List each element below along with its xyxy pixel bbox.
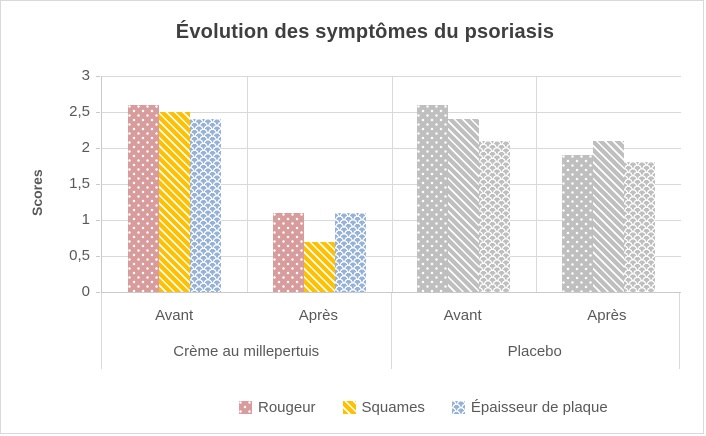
- y-axis-title: Scores: [29, 169, 45, 217]
- y-tick-label: 2: [81, 139, 90, 156]
- bar: [127, 104, 159, 292]
- x-group-label: Crème au millepertuis: [173, 343, 320, 360]
- category-cell: [392, 76, 537, 292]
- x-axis: Avant Après Crème au millepertuis Avant Aprè…: [101, 293, 680, 369]
- bar: [417, 104, 449, 292]
- y-tick-mark: [96, 220, 100, 221]
- legend-item-epaisseur: Épaisseur de plaque: [451, 399, 608, 416]
- y-tick-mark: [96, 292, 100, 293]
- bar: [448, 119, 480, 292]
- y-tick-label: 1,5: [69, 175, 90, 192]
- x-group-label: Placebo: [507, 343, 562, 360]
- group-separator-line: [390, 293, 392, 369]
- legend-swatch-epaisseur-icon: [451, 401, 465, 414]
- gridline-vertical: [391, 76, 393, 292]
- legend: Rougeur Squames Épaisseur de plaque: [239, 399, 608, 416]
- bar: [334, 212, 366, 292]
- bar: [158, 112, 190, 292]
- y-tick-mark: [96, 256, 100, 257]
- gridline-vertical: [246, 76, 248, 292]
- legend-swatch-squames-icon: [342, 401, 356, 414]
- legend-label: Rougeur: [258, 399, 316, 416]
- y-tick-label: 3: [81, 67, 90, 84]
- category-cell: [102, 76, 247, 292]
- bar: [303, 241, 335, 292]
- bar: [189, 119, 221, 292]
- legend-label: Épaisseur de plaque: [470, 399, 608, 416]
- bar: [624, 162, 656, 292]
- x-category-label: Après: [587, 307, 627, 324]
- plot-area: [101, 76, 681, 293]
- y-tick-mark: [96, 148, 100, 149]
- chart-title: Évolution des symptômes du psoriasis: [175, 21, 555, 43]
- y-tick-label: 0: [81, 283, 90, 300]
- bar: [272, 212, 304, 292]
- legend-item-squames: Squames: [342, 399, 425, 416]
- y-tick-label: 0,5: [69, 247, 90, 264]
- legend-item-rougeur: Rougeur: [239, 399, 316, 416]
- y-tick-mark: [96, 184, 100, 185]
- x-category-label: Après: [298, 307, 338, 324]
- bar: [479, 140, 511, 292]
- x-category-label: Avant: [443, 307, 482, 324]
- bar: [593, 140, 625, 292]
- gridline-vertical: [536, 76, 538, 292]
- legend-label: Squames: [361, 399, 425, 416]
- y-tick-label: 1: [81, 211, 90, 228]
- category-cell: [247, 76, 392, 292]
- legend-swatch-rougeur-icon: [239, 401, 252, 414]
- category-cell: [536, 76, 681, 292]
- y-tick-label: 2,5: [69, 103, 90, 120]
- y-tick-mark: [96, 112, 100, 113]
- bar: [562, 155, 594, 292]
- y-tick-mark: [96, 76, 100, 77]
- x-category-label: Avant: [155, 307, 194, 324]
